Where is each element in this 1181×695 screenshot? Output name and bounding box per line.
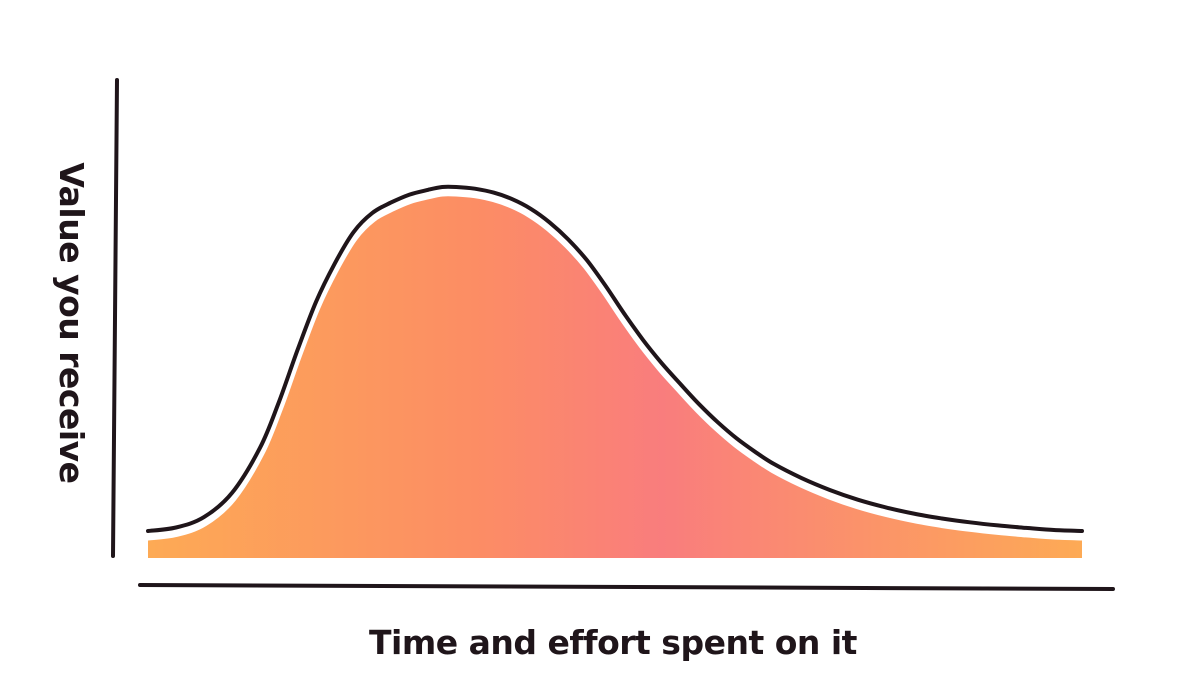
value-area-fill xyxy=(148,193,1082,559)
y-axis-line xyxy=(111,78,119,558)
x-axis-label: Time and effort spent on it xyxy=(369,623,858,662)
y-axis-label: Value you receive xyxy=(52,162,91,483)
value-curve-line xyxy=(146,184,1084,533)
x-axis-line xyxy=(138,583,1115,591)
